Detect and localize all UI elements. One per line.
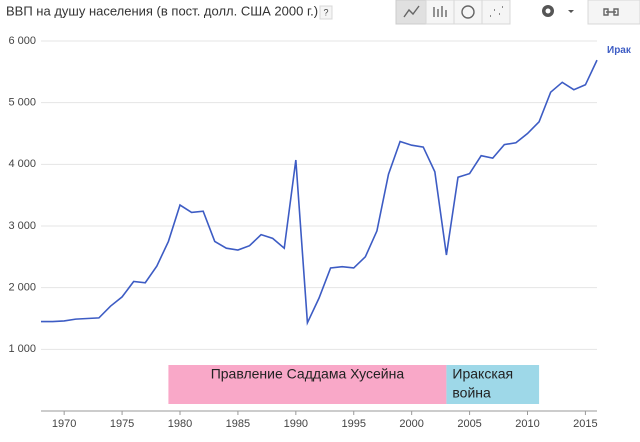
help-text: ?	[323, 7, 328, 17]
y-tick-label: 2 000	[8, 282, 36, 294]
x-tick-label: 2015	[573, 418, 597, 430]
x-tick-label: 1995	[342, 418, 366, 430]
annotation-label: Правление Саддама Хусейна	[211, 366, 405, 382]
icon	[568, 10, 574, 13]
x-tick-label: 2005	[457, 418, 481, 430]
settings-button[interactable]	[542, 5, 574, 17]
y-tick-label: 3 000	[8, 220, 36, 232]
icon	[461, 5, 475, 19]
y-tick-label: 4 000	[8, 158, 36, 170]
x-tick-label: 1975	[110, 418, 134, 430]
y-tick-label: 6 000	[8, 35, 36, 47]
x-tick-label: 2000	[399, 418, 423, 430]
help-button[interactable]: ?	[319, 5, 333, 20]
annotation-span	[446, 365, 540, 404]
x-tick-label: 1970	[52, 418, 76, 430]
help-box	[319, 5, 333, 20]
icon	[545, 8, 551, 14]
icon	[403, 5, 420, 18]
map-button[interactable]	[453, 0, 483, 25]
grid	[41, 40, 597, 350]
annotation-span	[168, 365, 447, 404]
x-tick-label: 1985	[226, 418, 250, 430]
x-tick-label: 2010	[515, 418, 539, 430]
annotation-label: Иракская	[452, 366, 513, 382]
toolbar	[395, 0, 640, 25]
icon	[490, 6, 503, 17]
scatter-button[interactable]	[481, 0, 511, 25]
annotation-label: война	[452, 385, 491, 401]
bar-chart-button[interactable]	[425, 0, 455, 25]
y-tick-label: 5 000	[8, 97, 36, 109]
x-tick-label: 1990	[284, 418, 308, 430]
x-tick-label: 1980	[168, 418, 192, 430]
legend-label: Ирак	[607, 45, 632, 56]
icon	[433, 6, 447, 17]
series-line	[41, 59, 598, 326]
icon	[603, 8, 619, 16]
y-tick-label: 1 000	[8, 343, 36, 355]
chart-title: ВВП на душу населения (в пост. долл. США…	[6, 3, 318, 18]
